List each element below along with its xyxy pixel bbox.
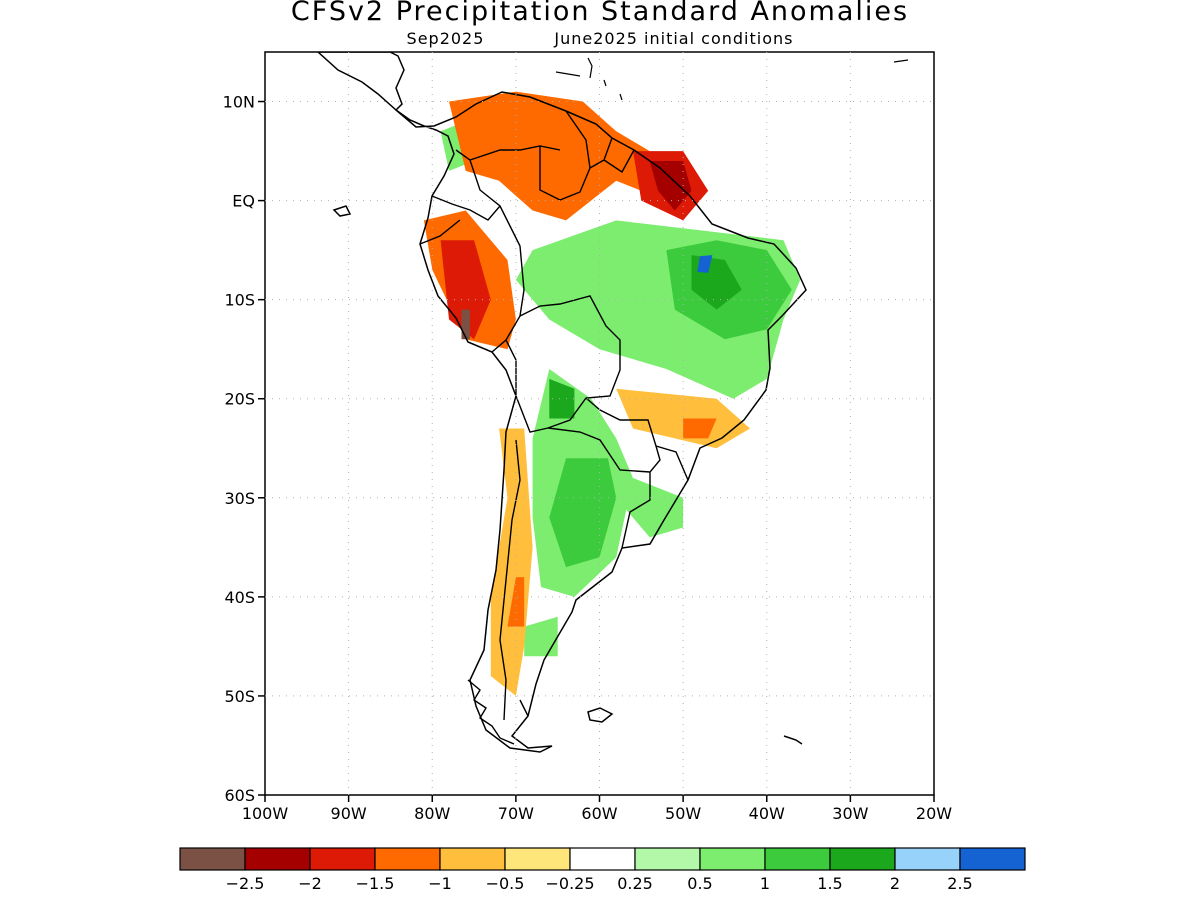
colorbar-swatch <box>634 847 701 871</box>
anomaly-region <box>507 577 525 627</box>
colorbar-label: −0.5 <box>486 874 525 893</box>
anomaly-region <box>549 458 617 568</box>
colorbar-swatch <box>244 847 311 871</box>
colorbar-swatch <box>959 847 1026 871</box>
lon-tick-label: 60W <box>581 804 617 823</box>
colorbar-label: 1.5 <box>817 874 842 893</box>
lon-tick-label: 70W <box>498 804 534 823</box>
initial-conditions-label: June2025 initial conditions <box>554 29 794 48</box>
coastlines <box>316 52 909 753</box>
colorbar-swatch <box>764 847 831 871</box>
lon-tick-label: 90W <box>331 804 367 823</box>
colorbar-swatch <box>569 847 636 871</box>
colorbar-swatch <box>179 847 246 871</box>
colorbar-label: −2.5 <box>226 874 265 893</box>
colorbar-label: −0.25 <box>545 874 594 893</box>
lon-tick-label: 40W <box>749 804 785 823</box>
anomaly-region <box>449 91 684 221</box>
anomaly-field <box>423 91 801 696</box>
anomaly-region <box>524 616 558 657</box>
galapagos-islands <box>332 205 352 217</box>
colorbar-swatch <box>894 847 961 871</box>
colorbar-swatch <box>439 847 506 871</box>
colorbar-label: 0.5 <box>687 874 712 893</box>
anomaly-region <box>697 255 713 273</box>
lat-tick-label: 50S <box>224 687 255 706</box>
colorbar-swatch <box>374 847 441 871</box>
lon-tick-label: 50W <box>665 804 701 823</box>
fuegian-archipelago <box>467 679 515 745</box>
colorbar-swatch <box>829 847 896 871</box>
national-borders <box>419 110 689 721</box>
graticule <box>265 52 934 795</box>
colorbar-swatch <box>504 847 571 871</box>
falkland-islands <box>587 707 614 723</box>
lat-tick-label: 20S <box>224 390 255 409</box>
colorbar-label: 2 <box>890 874 900 893</box>
chart-title: CFSv2 Precipitation Standard Anomalies <box>290 0 910 27</box>
colorbar-label: −1.5 <box>356 874 395 893</box>
colorbar-label: −1 <box>428 874 452 893</box>
central-america-coastline <box>316 52 405 112</box>
lat-tick-label: 10N <box>223 93 255 112</box>
lat-tick-label: 10S <box>224 291 255 310</box>
colorbar-swatch <box>309 847 376 871</box>
caribbean-islands <box>555 57 909 101</box>
south-georgia <box>783 735 803 745</box>
anomaly-region <box>624 478 684 538</box>
colorbar-label: 0.25 <box>617 874 653 893</box>
colorbar-swatch <box>699 847 766 871</box>
chart-subtitle: Sep2025 June2025 initial conditions <box>0 29 1200 48</box>
lon-tick-label: 100W <box>242 804 289 823</box>
lon-tick-label: 80W <box>414 804 450 823</box>
anomaly-region <box>683 418 717 439</box>
colorbar-label: −2 <box>298 874 322 893</box>
lat-tick-label: EQ <box>232 192 255 211</box>
colorbar-label: 2.5 <box>947 874 972 893</box>
anomaly-region <box>549 378 575 419</box>
lat-tick-label: 30S <box>224 489 255 508</box>
lat-tick-label: 60S <box>224 786 255 805</box>
lat-tick-label: 40S <box>224 588 255 607</box>
colorbar-label: 1 <box>760 874 770 893</box>
south-america-coastline <box>395 91 807 753</box>
lon-tick-label: 20W <box>916 804 952 823</box>
target-month-label: Sep2025 <box>406 29 485 48</box>
lon-tick-label: 30W <box>832 804 868 823</box>
anomaly-region <box>649 161 692 211</box>
